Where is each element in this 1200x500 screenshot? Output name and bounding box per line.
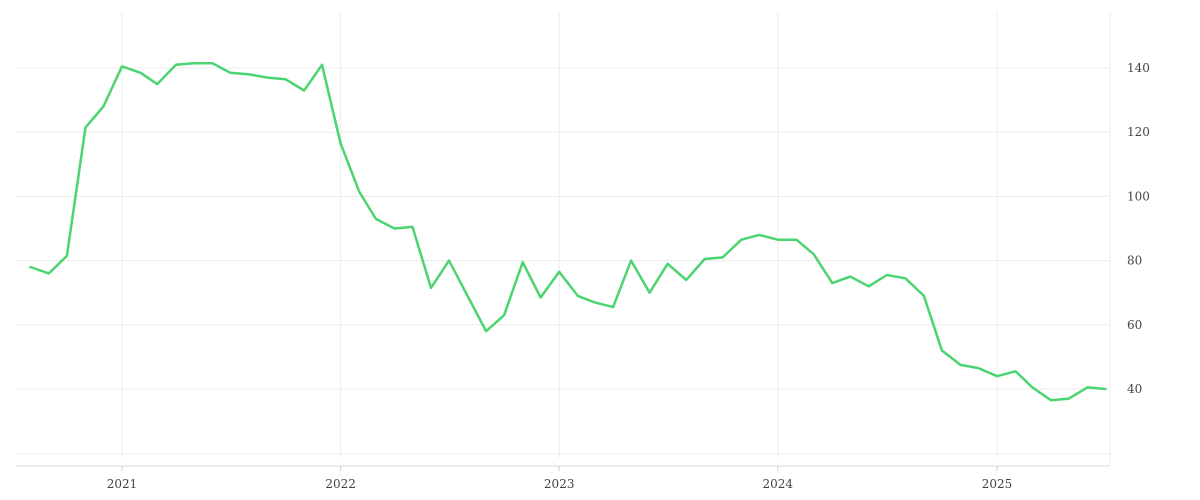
- y-tick-label-120: 120: [1127, 125, 1150, 139]
- y-tick-label-60: 60: [1127, 318, 1142, 332]
- x-tick-label-2022: 2022: [325, 477, 356, 491]
- grid-layer: [16, 12, 1111, 466]
- y-tick-label-100: 100: [1127, 189, 1150, 203]
- x-tick-label-2023: 2023: [544, 477, 575, 491]
- y-tick-labels: 40 60 80 100 120 140: [1127, 61, 1150, 396]
- y-tick-label-140: 140: [1127, 61, 1150, 75]
- y-tick-label-40: 40: [1127, 382, 1142, 396]
- x-tick-label-2024: 2024: [763, 477, 794, 491]
- x-tick-label-2025: 2025: [982, 477, 1013, 491]
- series-layer: [29, 61, 1107, 402]
- x-tick-labels: 2021 2022 2023 2024 2025: [107, 477, 1013, 491]
- x-tick-label-2021: 2021: [107, 477, 138, 491]
- axis-layer: [16, 465, 1110, 471]
- y-tick-label-80: 80: [1127, 254, 1142, 268]
- series-line-0: [29, 61, 1107, 402]
